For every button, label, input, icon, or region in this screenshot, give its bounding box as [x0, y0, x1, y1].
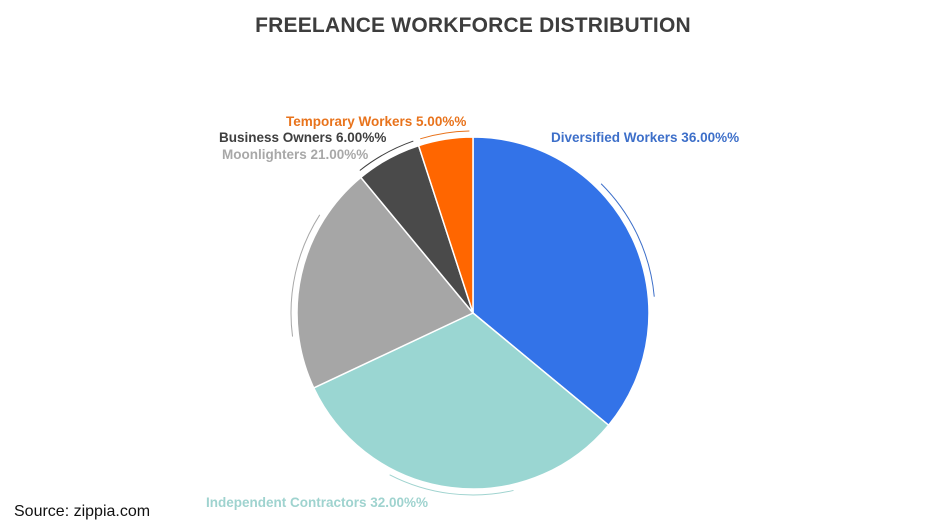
pie-slice-temporary-workers	[417, 136, 474, 314]
label-temporary-workers: Temporary Workers 5.00%%	[286, 114, 467, 129]
chart-title: FREELANCE WORKFORCE DISTRIBUTION	[255, 14, 691, 37]
pie-slice-moonlighters	[296, 176, 475, 389]
label-business-owners: Business Owners 6.00%%	[219, 130, 387, 145]
label-diversified-workers: Diversified Workers 36.00%%	[551, 130, 740, 145]
label-moonlighters: Moonlighters 21.00%%	[222, 147, 369, 162]
pie-slice-diversified-workers	[472, 136, 650, 427]
label-bracket-temporary-workers	[420, 130, 470, 140]
pie-slice-independent-contractors	[312, 312, 610, 490]
label-bracket-independent-contractors	[389, 474, 514, 496]
label-bracket-diversified-workers	[600, 183, 655, 297]
label-bracket-business-owners	[359, 140, 414, 171]
label-bracket-moonlighters	[290, 214, 321, 337]
label-independent-contractors: Independent Contractors 32.00%%	[206, 495, 429, 510]
source-note: Source: zippia.com	[14, 503, 151, 520]
